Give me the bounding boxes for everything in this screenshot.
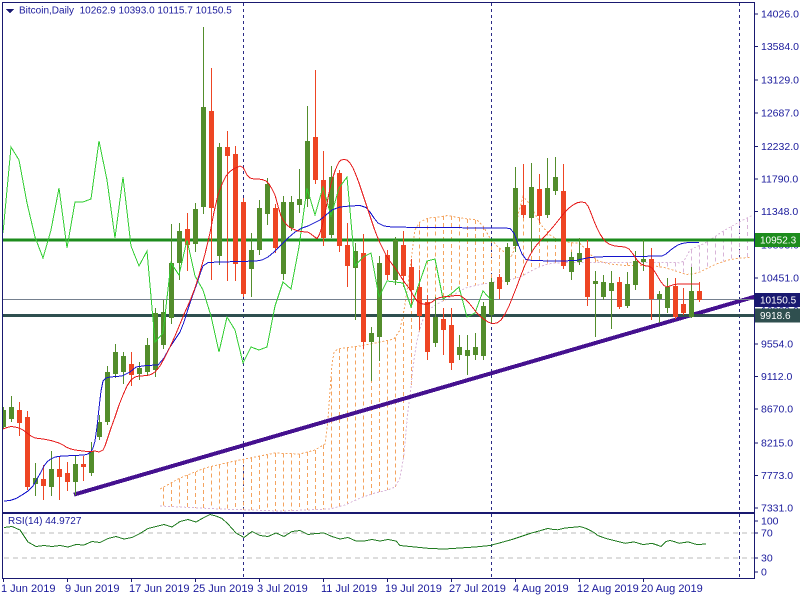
svg-text:11 Jul 2019: 11 Jul 2019	[321, 583, 377, 595]
svg-text:30: 30	[761, 553, 773, 565]
svg-text:9918.6: 9918.6	[760, 311, 791, 322]
svg-text:14026.0: 14026.0	[761, 9, 799, 21]
svg-text:100: 100	[761, 516, 779, 528]
svg-text:7773.0: 7773.0	[761, 470, 793, 482]
svg-text:13584.0: 13584.0	[761, 41, 799, 53]
svg-text:7331.0: 7331.0	[761, 503, 793, 515]
svg-text:Bitcoin,Daily 10262.9 10393.0: Bitcoin,Daily 10262.9 10393.0 10115.7 10…	[19, 6, 232, 17]
svg-text:9112.0: 9112.0	[761, 371, 792, 383]
svg-text:10150.5: 10150.5	[760, 295, 797, 306]
svg-text:3 Jul 2019: 3 Jul 2019	[257, 583, 308, 595]
svg-text:8215.0: 8215.0	[761, 437, 793, 449]
svg-text:13129.0: 13129.0	[761, 75, 799, 87]
svg-text:20 Aug 2019: 20 Aug 2019	[641, 583, 703, 595]
svg-text:11348.0: 11348.0	[761, 206, 798, 218]
svg-text:8670.0: 8670.0	[761, 404, 793, 416]
svg-text:4 Aug 2019: 4 Aug 2019	[513, 583, 569, 595]
svg-text:10952.3: 10952.3	[760, 235, 797, 246]
svg-text:9 Jun 2019: 9 Jun 2019	[65, 583, 119, 595]
svg-text:25 Jun 2019: 25 Jun 2019	[193, 583, 254, 595]
svg-text:19 Jul 2019: 19 Jul 2019	[385, 583, 442, 595]
svg-text:12 Aug 2019: 12 Aug 2019	[577, 583, 639, 595]
svg-text:1 Jun 2019: 1 Jun 2019	[1, 583, 55, 595]
svg-text:27 Jul 2019: 27 Jul 2019	[449, 583, 506, 595]
svg-text:0: 0	[761, 567, 767, 579]
svg-text:9554.0: 9554.0	[761, 339, 793, 351]
svg-text:70: 70	[761, 527, 773, 539]
svg-text:11790.0: 11790.0	[761, 174, 798, 186]
svg-text:RSI(14) 44.9727: RSI(14) 44.9727	[8, 516, 82, 527]
svg-text:10451.0: 10451.0	[761, 272, 799, 284]
svg-text:12687.0: 12687.0	[761, 107, 799, 119]
svg-text:12232.0: 12232.0	[761, 141, 799, 153]
svg-text:17 Jun 2019: 17 Jun 2019	[129, 583, 190, 595]
